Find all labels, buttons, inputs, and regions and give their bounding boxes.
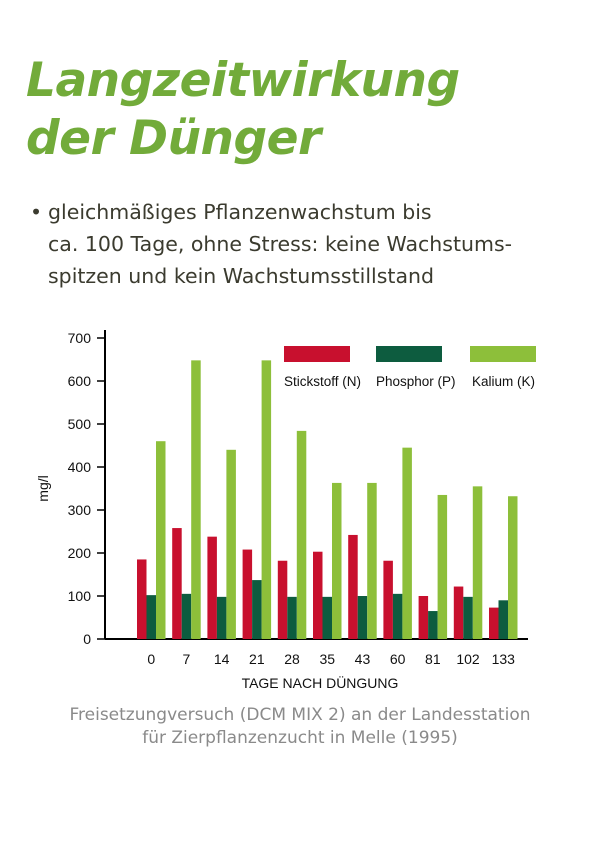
x-tick-label: 43 xyxy=(355,651,371,667)
x-tick-label: 28 xyxy=(284,651,300,667)
x-tick-label: 60 xyxy=(390,651,406,667)
title-line-2: der Dünger xyxy=(26,111,321,166)
bar-stickstoff xyxy=(172,528,182,639)
bullet-text: gleichmäßiges Pflanzenwachstum bis ca. 1… xyxy=(48,196,512,292)
y-tick-label: 300 xyxy=(68,502,92,518)
y-axis-label: mg/l xyxy=(35,475,51,501)
bar-kalium xyxy=(261,360,272,639)
bar-kalium xyxy=(508,496,518,639)
bar-stickstoff xyxy=(348,534,358,639)
page-title: Langzeitwirkung der Dünger xyxy=(26,52,460,168)
bar-kalium xyxy=(156,441,166,639)
legend-label: Stickstoff (N) xyxy=(284,374,361,389)
bar-stickstoff xyxy=(277,560,288,639)
bar-stickstoff xyxy=(383,560,393,639)
y-tick-label: 100 xyxy=(68,588,92,604)
bar-kalium xyxy=(296,430,307,639)
y-tick-label: 0 xyxy=(83,631,91,647)
y-tick-label: 200 xyxy=(68,545,92,561)
bar-phosphor xyxy=(392,593,403,639)
x-tick-label: 81 xyxy=(425,651,441,667)
x-tick-label: 0 xyxy=(147,651,155,667)
caption-line-2: für Zierpflanzenzucht in Melle (1995) xyxy=(142,728,458,748)
bar-phosphor xyxy=(428,611,438,639)
legend-swatch xyxy=(470,346,536,362)
bar-phosphor xyxy=(181,593,192,639)
bullet-line-3: spitzen und kein Wachstumsstillstand xyxy=(48,264,435,288)
bar-kalium xyxy=(437,494,448,639)
bullet-line-1: gleichmäßiges Pflanzenwachstum bis xyxy=(48,200,432,224)
chart-caption: Freisetzungversuch (DCM MIX 2) an der La… xyxy=(0,704,600,750)
bar-stickstoff xyxy=(489,607,499,639)
title-line-1: Langzeitwirkung xyxy=(26,53,460,108)
bar-stickstoff xyxy=(137,559,147,639)
legend-swatch xyxy=(284,346,350,362)
y-tick-label: 500 xyxy=(68,416,92,432)
bar-kalium xyxy=(226,449,236,639)
chart-container: 0 100 200 300 400 500 600 700 mg/l 0 7 14 21 28 35 43 60… xyxy=(0,320,600,700)
bullet-marker: • xyxy=(30,200,43,224)
caption-line-1: Freisetzungversuch (DCM MIX 2) an der La… xyxy=(69,705,531,725)
x-axis-label: TAGE NACH DÜNGUNG xyxy=(242,674,399,691)
bar-chart: 0 100 200 300 400 500 600 700 mg/l 0 7 14 21 28 35 43 60… xyxy=(35,330,536,691)
x-tick-label: 21 xyxy=(249,651,265,667)
bar-phosphor xyxy=(252,580,262,639)
y-tick-label: 600 xyxy=(68,373,92,389)
x-tick-label: 7 xyxy=(183,651,191,667)
bar-phosphor xyxy=(463,596,473,639)
x-tick-label: 35 xyxy=(319,651,335,667)
bar-stickstoff xyxy=(207,536,217,639)
bullet-line-2: ca. 100 Tage, ohne Stress: keine Wachstu… xyxy=(48,232,513,256)
bar-phosphor xyxy=(216,596,227,639)
legend-swatch xyxy=(376,346,442,362)
bar-kalium xyxy=(191,360,201,639)
bar-stickstoff xyxy=(418,596,429,639)
legend-label: Kalium (K) xyxy=(472,374,535,389)
bar-kalium xyxy=(332,482,342,639)
y-tick-label: 700 xyxy=(68,330,92,346)
y-tick-label: 400 xyxy=(68,459,92,475)
bar-stickstoff xyxy=(313,551,323,639)
bar-kalium xyxy=(472,486,483,639)
bar-phosphor xyxy=(146,595,156,639)
bar-kalium xyxy=(367,482,377,639)
bar-phosphor xyxy=(498,600,508,639)
legend-label: Phosphor (P) xyxy=(376,374,456,389)
bar-kalium xyxy=(402,447,412,639)
x-tick-label: 102 xyxy=(456,651,480,667)
x-tick-label: 14 xyxy=(214,651,230,667)
bar-phosphor xyxy=(287,596,297,639)
bar-phosphor xyxy=(357,596,368,639)
bar-stickstoff xyxy=(242,549,253,639)
bar-phosphor xyxy=(322,596,332,639)
bar-stickstoff xyxy=(453,586,464,639)
x-tick-label: 133 xyxy=(492,651,516,667)
